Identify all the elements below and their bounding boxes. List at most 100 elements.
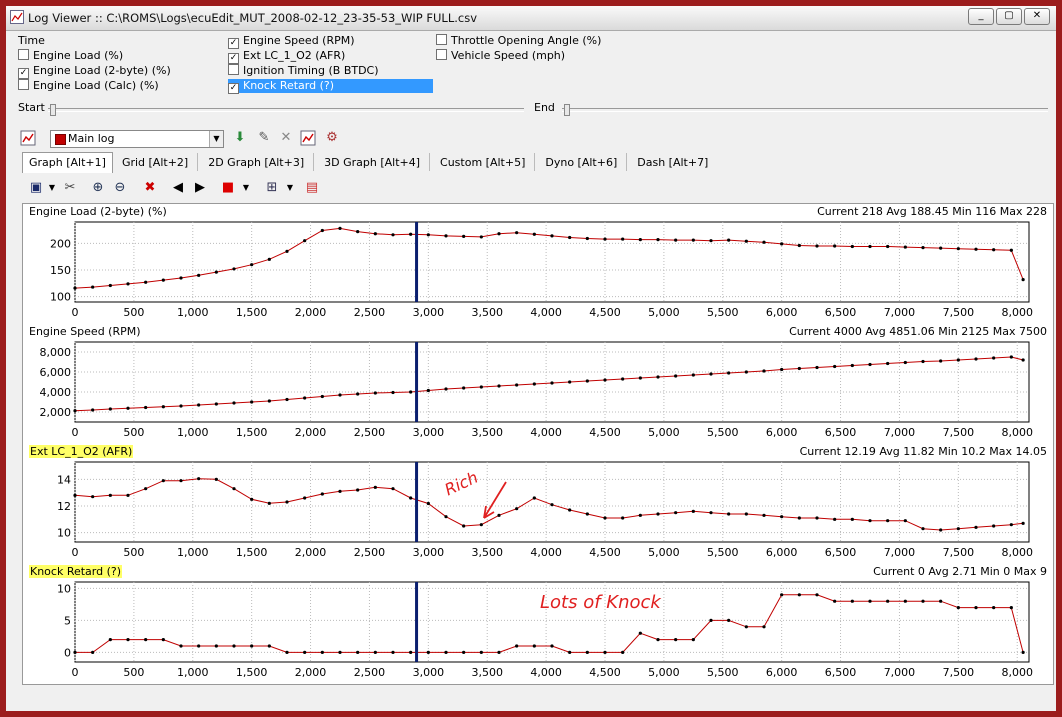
- param-throttle-angle[interactable]: Throttle Opening Angle (%): [436, 34, 601, 48]
- data-point: [444, 650, 448, 654]
- data-point: [815, 593, 819, 597]
- slider-thumb[interactable]: [50, 104, 56, 116]
- tools-icon[interactable]: ✎: [258, 130, 270, 145]
- tab-dyno[interactable]: Dyno [Alt+6]: [545, 156, 618, 169]
- chart-pane-engine-load[interactable]: Engine Load (2-byte) (%) Current 218 Avg…: [23, 204, 1053, 324]
- dropdown-icon[interactable]: ▼: [286, 183, 294, 192]
- chart-icon[interactable]: [300, 130, 316, 146]
- param-time[interactable]: Time: [18, 34, 45, 48]
- tab-divider: [197, 153, 199, 171]
- x-tick-label: 5,000: [648, 306, 680, 319]
- checkbox[interactable]: [436, 34, 447, 45]
- chart-icon[interactable]: [20, 130, 36, 146]
- minimize-button[interactable]: _: [968, 8, 994, 25]
- tab-dash[interactable]: Dash [Alt+7]: [637, 156, 709, 169]
- param-engine-load-2byte[interactable]: ✓ Engine Load (2-byte) (%): [18, 64, 171, 79]
- slider-track: [48, 108, 524, 112]
- x-tick-label: 7,000: [884, 666, 916, 679]
- tab-custom[interactable]: Custom [Alt+5]: [440, 156, 526, 169]
- slider-thumb[interactable]: [564, 104, 570, 116]
- data-point: [462, 650, 466, 654]
- data-point: [144, 487, 148, 491]
- tab-2d-graph[interactable]: 2D Graph [Alt+3]: [208, 156, 305, 169]
- param-engine-load-calc[interactable]: Engine Load (Calc) (%): [18, 79, 159, 93]
- close-button[interactable]: ✕: [1024, 8, 1050, 25]
- data-point: [868, 244, 872, 249]
- data-point: [179, 404, 183, 408]
- x-tick-label: 6,000: [766, 306, 798, 319]
- chart-delete-icon[interactable]: ⚙: [326, 130, 338, 145]
- checkbox[interactable]: [436, 49, 447, 60]
- chart-pane-engine-speed[interactable]: Engine Speed (RPM) Current 4000 Avg 4851…: [23, 324, 1053, 444]
- param-vehicle-speed[interactable]: Vehicle Speed (mph): [436, 49, 565, 63]
- dropdown-icon[interactable]: ▼: [242, 183, 250, 192]
- data-point: [886, 599, 890, 603]
- y-tick-label: 0: [64, 646, 71, 659]
- x-tick-label: 2,500: [354, 306, 386, 319]
- data-point: [515, 644, 519, 648]
- data-point: [550, 503, 554, 507]
- data-point: [515, 231, 519, 235]
- param-engine-speed[interactable]: ✓ Engine Speed (RPM): [228, 34, 355, 49]
- data-point: [603, 516, 607, 520]
- data-point: [691, 509, 695, 513]
- graph-area[interactable]: Engine Load (2-byte) (%) Current 218 Avg…: [22, 203, 1054, 685]
- maximize-button[interactable]: ▢: [996, 8, 1022, 25]
- minimize-icon: _: [978, 10, 984, 21]
- data-point: [1009, 355, 1013, 359]
- zoom-out-icon[interactable]: ⊖: [114, 180, 126, 195]
- chart-pane-afr[interactable]: Ext LC_1_O2 (AFR) Current 12.19 Avg 11.8…: [23, 444, 1053, 564]
- x-tick-label: 4,000: [530, 306, 562, 319]
- close-icon[interactable]: ✖: [144, 180, 156, 195]
- data-point: [939, 246, 943, 250]
- checkbox[interactable]: [18, 49, 29, 60]
- delete-icon[interactable]: ✕: [280, 130, 292, 145]
- checkbox[interactable]: ✓: [228, 53, 239, 64]
- prev-icon[interactable]: ◀: [173, 180, 183, 195]
- data-point: [426, 650, 430, 654]
- arrow-down-icon[interactable]: ⬇: [234, 130, 246, 145]
- data-point: [585, 512, 589, 516]
- x-tick-label: 7,000: [884, 306, 916, 319]
- save-icon[interactable]: ▣: [29, 180, 43, 195]
- param-ext-lc1-o2[interactable]: ✓ Ext LC_1_O2 (AFR): [228, 49, 345, 64]
- tab-3d-graph[interactable]: 3D Graph [Alt+4]: [324, 156, 421, 169]
- param-engine-load[interactable]: Engine Load (%): [18, 49, 123, 63]
- data-point: [1021, 650, 1025, 654]
- tab-grid[interactable]: Grid [Alt+2]: [121, 156, 189, 169]
- chart-pane-knock-retard[interactable]: Knock Retard (?) Current 0 Avg 2.71 Min …: [23, 564, 1053, 684]
- data-point: [727, 238, 731, 242]
- param-ignition-timing[interactable]: Ignition Timing (B BTDC): [228, 64, 379, 78]
- data-point: [850, 244, 854, 249]
- x-tick-label: 4,500: [589, 546, 621, 559]
- end-slider[interactable]: [562, 104, 1048, 116]
- chart-settings-icon[interactable]: ▤: [305, 180, 319, 195]
- zoom-in-icon[interactable]: ⊕: [92, 180, 104, 195]
- data-point: [850, 517, 854, 521]
- color-icon[interactable]: ■: [221, 180, 235, 195]
- log-select[interactable]: Main log ▼: [50, 130, 224, 148]
- y-tick-label: 10: [57, 527, 71, 540]
- data-point: [320, 650, 324, 654]
- data-point: [709, 618, 713, 622]
- y-tick-label: 200: [50, 237, 71, 250]
- param-knock-retard[interactable]: ✓ Knock Retard (?): [228, 79, 433, 94]
- checkbox[interactable]: ✓: [18, 68, 29, 79]
- data-point: [161, 405, 165, 409]
- param-label: Knock Retard (?): [243, 79, 335, 92]
- start-slider[interactable]: [48, 104, 524, 116]
- grid-icon[interactable]: ⊞: [266, 180, 278, 195]
- chevron-down-icon[interactable]: ▼: [209, 131, 223, 147]
- checkbox[interactable]: [18, 79, 29, 90]
- data-point: [197, 644, 201, 648]
- title-bar[interactable]: Log Viewer :: C:\ROMS\Logs\ecuEdit_MUT_2…: [6, 6, 1056, 31]
- x-tick-label: 7,000: [884, 546, 916, 559]
- next-icon[interactable]: ▶: [195, 180, 205, 195]
- cut-icon[interactable]: ✂: [64, 180, 76, 195]
- data-point: [762, 240, 766, 244]
- checkbox[interactable]: [228, 64, 239, 75]
- checkbox[interactable]: ✓: [228, 38, 239, 49]
- dropdown-icon[interactable]: ▼: [48, 183, 56, 192]
- tab-graph[interactable]: Graph [Alt+1]: [22, 152, 113, 173]
- checkbox[interactable]: ✓: [228, 83, 239, 94]
